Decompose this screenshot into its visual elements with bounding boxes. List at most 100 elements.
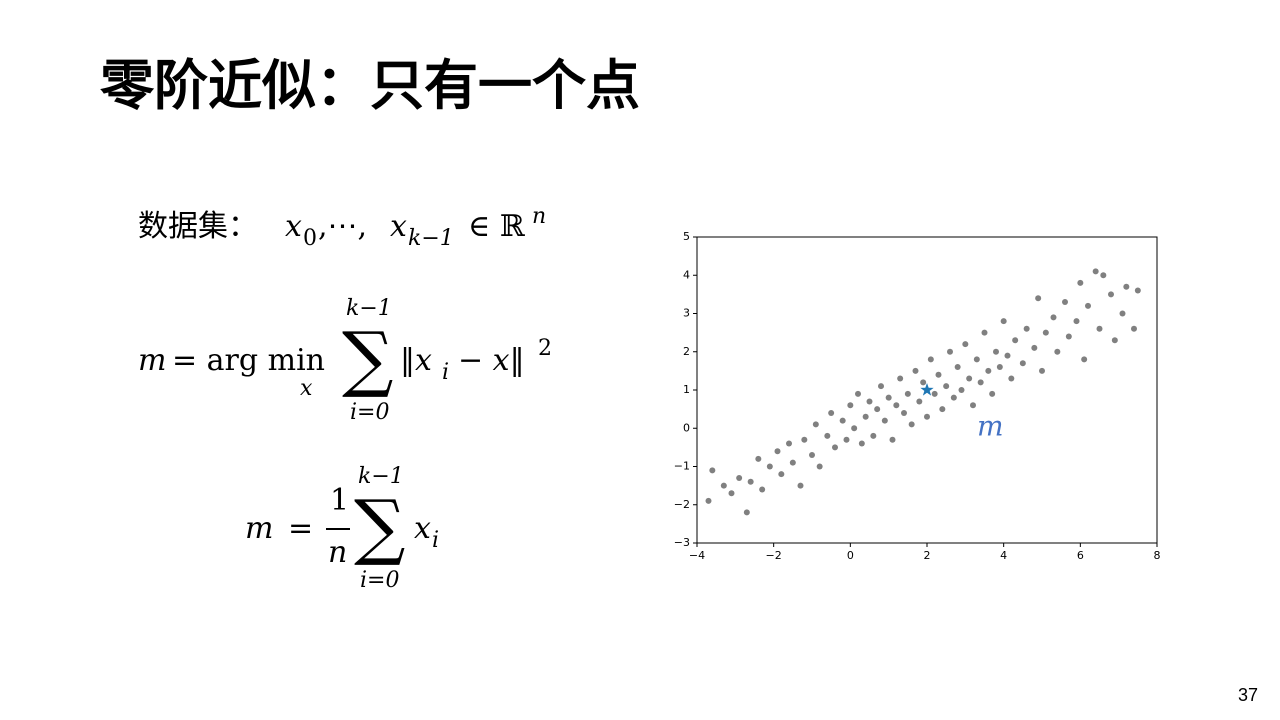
point (996, 364, 1003, 371)
point (705, 497, 712, 504)
point (709, 467, 716, 474)
x-tick-label: 0 (847, 549, 854, 562)
point (843, 436, 850, 443)
x-tick-label: 2 (924, 549, 931, 562)
point (878, 383, 884, 390)
y-tick-label: 3 (683, 307, 690, 320)
point (1111, 337, 1118, 344)
point (1012, 337, 1019, 344)
y-tick-label: −1 (674, 460, 690, 473)
point (809, 452, 815, 459)
formula-text: 数据集： (138, 209, 258, 244)
point (1042, 329, 1049, 336)
point (962, 341, 969, 348)
point (1035, 295, 1042, 302)
formula-var: x (414, 511, 431, 546)
point (889, 436, 896, 443)
point (947, 348, 953, 355)
formula-text: = (288, 511, 314, 546)
formula-var: m (245, 511, 274, 546)
point (801, 436, 808, 443)
point (847, 402, 854, 409)
page-number: 37 (1238, 685, 1259, 705)
point (1031, 344, 1038, 351)
point (1023, 325, 1030, 332)
formula-var: x (390, 209, 407, 244)
point (755, 455, 762, 462)
point (885, 394, 892, 401)
formula-text: ∈ ℝ (468, 209, 525, 244)
point (778, 471, 785, 478)
formula-text: = arg min (172, 343, 326, 378)
point (1100, 272, 1107, 279)
point (1085, 302, 1091, 309)
point (1039, 367, 1045, 374)
formula-sub: i=0 (360, 568, 400, 593)
point (862, 413, 869, 420)
y-tick-label: 5 (683, 230, 690, 243)
point (1108, 291, 1114, 298)
formula-var: − x‖ (458, 343, 525, 378)
point (1096, 325, 1103, 332)
point (1019, 360, 1026, 367)
point (966, 375, 973, 382)
point (954, 364, 961, 371)
point (786, 440, 792, 447)
point (736, 474, 743, 481)
point (728, 490, 735, 497)
point (920, 379, 927, 386)
point (1065, 333, 1072, 340)
x-tick-label: 8 (1154, 549, 1161, 562)
point (855, 390, 861, 397)
point (1092, 268, 1099, 275)
point (858, 440, 865, 447)
y-tick-label: −2 (674, 498, 690, 511)
formula-sup: k−1 (358, 464, 404, 489)
point (747, 478, 754, 485)
point (1123, 283, 1130, 290)
point (981, 329, 988, 336)
point (881, 417, 888, 424)
point (1077, 279, 1084, 286)
formula-sum: ∑ (354, 484, 406, 568)
formula-sub: i (432, 528, 440, 553)
point (870, 432, 877, 439)
slide-title: 零阶近似：只有一个点 (100, 53, 640, 117)
point (851, 425, 858, 432)
point (816, 463, 823, 470)
point (743, 509, 750, 516)
point (1134, 287, 1141, 294)
formula-sub: k−1 (408, 226, 454, 251)
point (1062, 299, 1068, 306)
point (931, 390, 938, 397)
point (1119, 310, 1126, 317)
point (897, 375, 904, 382)
point (720, 482, 727, 489)
formula-num: 1 (330, 483, 350, 518)
point (912, 367, 919, 374)
point (950, 394, 957, 401)
point (904, 390, 911, 397)
formula-sup: n (532, 204, 547, 229)
formula-den: n (328, 535, 348, 570)
point (797, 482, 804, 489)
formula-sup: 2 (538, 336, 552, 361)
point (970, 402, 976, 409)
y-tick-label: 0 (683, 421, 690, 434)
point (874, 406, 881, 413)
x-tick-label: 4 (1000, 549, 1007, 562)
point (943, 383, 950, 390)
point (1004, 352, 1011, 359)
x-tick-label: −4 (689, 549, 705, 562)
point (1073, 318, 1080, 325)
point (1081, 356, 1088, 363)
point (939, 406, 946, 413)
star-marker (920, 383, 934, 396)
y-tick-label: 2 (683, 345, 690, 358)
plot-frame (696, 236, 1158, 544)
point (916, 398, 923, 405)
point (866, 398, 873, 405)
y-tick-label: 4 (683, 268, 690, 281)
point (927, 356, 934, 363)
